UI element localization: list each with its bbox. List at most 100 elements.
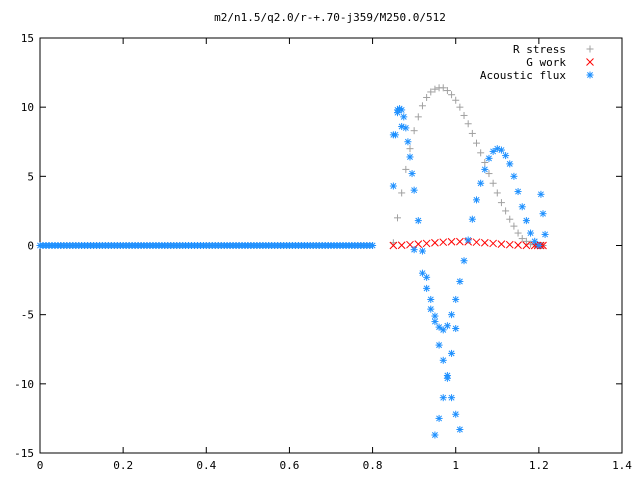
y-tick-label: 0: [27, 240, 34, 253]
data-point: [473, 196, 480, 204]
data-point: [427, 88, 435, 96]
data-point: [502, 152, 510, 160]
data-point: [506, 160, 514, 168]
data-point: [468, 129, 476, 137]
axis-ticks: [39, 37, 623, 454]
data-point: [366, 242, 374, 249]
x-tick-label: 1.4: [612, 459, 632, 472]
data-point: [406, 153, 414, 161]
data-point: [506, 215, 514, 223]
data-point: [443, 87, 451, 95]
legend-label: Acoustic flux: [480, 69, 566, 82]
data-point: [431, 318, 439, 326]
data-point: [539, 210, 547, 218]
y-tick-label: 10: [21, 101, 34, 114]
data-point: [414, 113, 422, 121]
x-tick-label: 0: [37, 459, 44, 472]
data-point: [477, 149, 485, 157]
data-point: [414, 217, 422, 225]
data-point: [522, 241, 531, 250]
data-point: [473, 139, 480, 147]
legend-marker: [586, 45, 594, 53]
data-point: [439, 356, 447, 364]
series-acoustic-flux: [36, 105, 549, 439]
data-point: [541, 230, 549, 238]
data-point: [464, 236, 472, 244]
x-tick-label: 0.6: [279, 459, 299, 472]
data-point: [481, 165, 489, 173]
data-point: [439, 238, 448, 247]
data-point: [324, 242, 332, 249]
x-tick-label: 1.2: [529, 459, 549, 472]
data-point: [468, 215, 476, 223]
data-point: [431, 238, 439, 247]
data-point: [410, 127, 418, 135]
data-point: [427, 295, 435, 303]
y-tick-label: -5: [21, 309, 34, 322]
data-point: [422, 239, 431, 248]
data-point: [505, 240, 514, 249]
data-point: [241, 242, 249, 249]
axis-tick-labels: 0 0.2 0.4 0.6 0.8 1 1.2 1.4 15 10 5 0 -5 -10 -15: [14, 32, 632, 472]
data-point: [448, 394, 456, 402]
data-point: [452, 410, 460, 418]
data-point: [480, 238, 489, 247]
data-point: [477, 179, 485, 187]
legend-label: G work: [526, 56, 566, 69]
x-tick-label: 1: [452, 459, 459, 472]
data-point: [431, 85, 439, 93]
x-tick-label: 0.2: [113, 459, 133, 472]
data-point: [493, 189, 501, 197]
data-point: [439, 394, 447, 402]
data-point: [518, 203, 526, 211]
data-point: [398, 189, 406, 197]
series-r-stress: [36, 84, 547, 249]
legend-label: R stress: [513, 43, 566, 56]
data-point: [452, 325, 460, 332]
data-point: [448, 91, 456, 99]
data-point: [514, 188, 522, 196]
data-point: [431, 431, 439, 439]
data-point: [497, 146, 505, 154]
data-point: [435, 414, 443, 422]
data-point: [456, 237, 464, 246]
data-point: [410, 246, 418, 254]
data-point: [448, 311, 456, 319]
data-point: [423, 93, 431, 101]
data-point: [414, 240, 423, 248]
data-point: [485, 154, 493, 162]
data-point: [418, 247, 426, 255]
data-point: [406, 240, 414, 249]
data-point: [456, 103, 464, 111]
data-point: [456, 425, 464, 433]
data-point: [497, 199, 505, 207]
data-point: [397, 241, 406, 250]
data-point: [485, 170, 493, 178]
data-point: [514, 229, 522, 237]
data-point: [456, 277, 464, 285]
data-point: [400, 113, 408, 121]
data-point: [398, 123, 406, 131]
data-point: [394, 214, 402, 222]
data-point: [535, 242, 543, 249]
data-point: [443, 322, 451, 330]
data-point: [452, 295, 460, 303]
data-point: [423, 284, 431, 292]
data-point: [514, 241, 522, 249]
data-point: [389, 131, 397, 139]
data-point: [489, 147, 497, 155]
data-point: [408, 170, 416, 178]
data-point: [443, 372, 451, 380]
data-point: [439, 84, 447, 92]
data-point: [489, 179, 497, 187]
data-point: [472, 238, 481, 247]
data-point: [448, 349, 456, 357]
data-point: [410, 186, 418, 194]
chart-marks: [36, 84, 549, 439]
data-point: [389, 241, 398, 250]
data-point: [510, 222, 518, 230]
data-point: [497, 240, 506, 248]
data-point: [427, 305, 435, 313]
